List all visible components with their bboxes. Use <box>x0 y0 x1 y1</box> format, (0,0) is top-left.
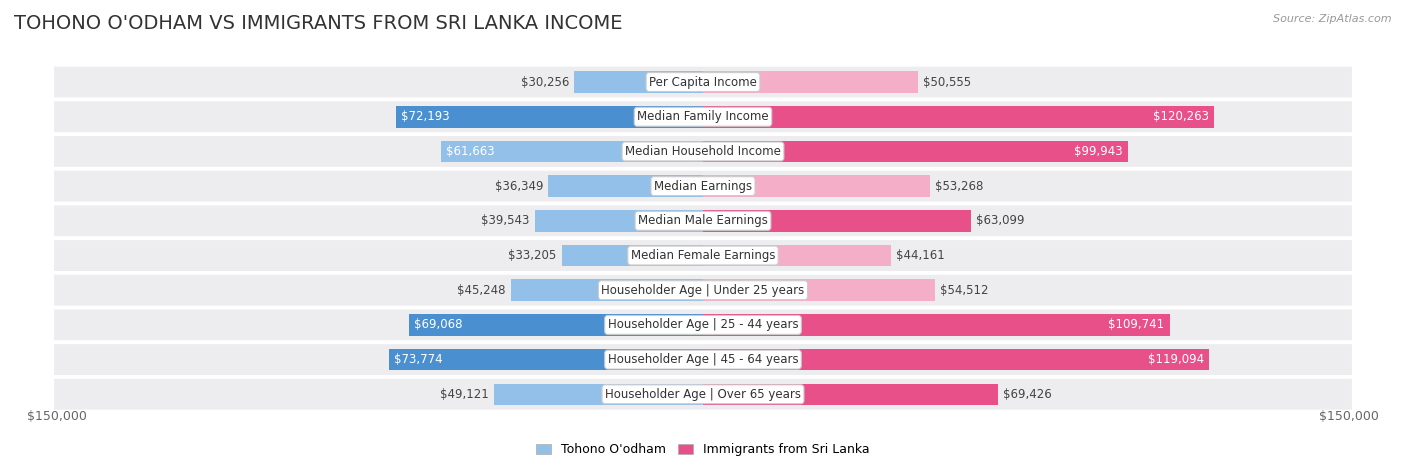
Text: $69,068: $69,068 <box>415 318 463 332</box>
Text: $69,426: $69,426 <box>1004 388 1052 401</box>
Bar <box>703 71 918 93</box>
Text: $49,121: $49,121 <box>440 388 489 401</box>
Text: TOHONO O'ODHAM VS IMMIGRANTS FROM SRI LANKA INCOME: TOHONO O'ODHAM VS IMMIGRANTS FROM SRI LA… <box>14 14 623 33</box>
Text: $109,741: $109,741 <box>1108 318 1164 332</box>
Text: $44,161: $44,161 <box>896 249 945 262</box>
FancyBboxPatch shape <box>52 342 1354 377</box>
FancyBboxPatch shape <box>52 238 1354 273</box>
Text: Per Capita Income: Per Capita Income <box>650 76 756 89</box>
Text: $53,268: $53,268 <box>935 180 983 192</box>
Bar <box>703 245 891 266</box>
FancyBboxPatch shape <box>52 377 1354 411</box>
Text: Median Male Earnings: Median Male Earnings <box>638 214 768 227</box>
Bar <box>562 245 703 266</box>
Text: $63,099: $63,099 <box>976 214 1025 227</box>
Bar <box>703 383 998 405</box>
Text: $99,943: $99,943 <box>1074 145 1123 158</box>
Bar <box>396 106 703 127</box>
FancyBboxPatch shape <box>52 204 1354 238</box>
Text: Householder Age | Over 65 years: Householder Age | Over 65 years <box>605 388 801 401</box>
Text: Median Family Income: Median Family Income <box>637 110 769 123</box>
Bar <box>574 71 703 93</box>
Bar <box>703 141 1128 162</box>
Text: Householder Age | 45 - 64 years: Householder Age | 45 - 64 years <box>607 353 799 366</box>
Bar <box>440 141 703 162</box>
Text: $61,663: $61,663 <box>446 145 495 158</box>
Bar <box>389 349 703 370</box>
Text: $120,263: $120,263 <box>1153 110 1209 123</box>
Legend: Tohono O'odham, Immigrants from Sri Lanka: Tohono O'odham, Immigrants from Sri Lank… <box>531 439 875 461</box>
Text: Median Earnings: Median Earnings <box>654 180 752 192</box>
Text: Median Female Earnings: Median Female Earnings <box>631 249 775 262</box>
FancyBboxPatch shape <box>52 65 1354 99</box>
Bar <box>703 314 1170 336</box>
Bar <box>703 349 1209 370</box>
FancyBboxPatch shape <box>52 169 1354 203</box>
Bar <box>703 176 929 197</box>
Text: Median Household Income: Median Household Income <box>626 145 780 158</box>
Text: $45,248: $45,248 <box>457 284 506 297</box>
Bar <box>534 210 703 232</box>
Text: $119,094: $119,094 <box>1149 353 1205 366</box>
Text: $54,512: $54,512 <box>941 284 988 297</box>
Text: $50,555: $50,555 <box>924 76 972 89</box>
Text: $150,000: $150,000 <box>1319 410 1379 423</box>
FancyBboxPatch shape <box>52 99 1354 134</box>
Bar <box>494 383 703 405</box>
Bar <box>703 106 1215 127</box>
Text: Householder Age | 25 - 44 years: Householder Age | 25 - 44 years <box>607 318 799 332</box>
Bar <box>510 279 703 301</box>
Text: $73,774: $73,774 <box>394 353 443 366</box>
Text: $36,349: $36,349 <box>495 180 543 192</box>
Bar <box>409 314 703 336</box>
Bar <box>703 210 972 232</box>
Text: $39,543: $39,543 <box>481 214 530 227</box>
Bar <box>548 176 703 197</box>
Text: $33,205: $33,205 <box>509 249 557 262</box>
Bar <box>703 279 935 301</box>
FancyBboxPatch shape <box>52 134 1354 169</box>
Text: Householder Age | Under 25 years: Householder Age | Under 25 years <box>602 284 804 297</box>
Text: $30,256: $30,256 <box>520 76 569 89</box>
Text: Source: ZipAtlas.com: Source: ZipAtlas.com <box>1274 14 1392 24</box>
FancyBboxPatch shape <box>52 308 1354 342</box>
Text: $150,000: $150,000 <box>27 410 87 423</box>
Text: $72,193: $72,193 <box>401 110 450 123</box>
FancyBboxPatch shape <box>52 273 1354 307</box>
